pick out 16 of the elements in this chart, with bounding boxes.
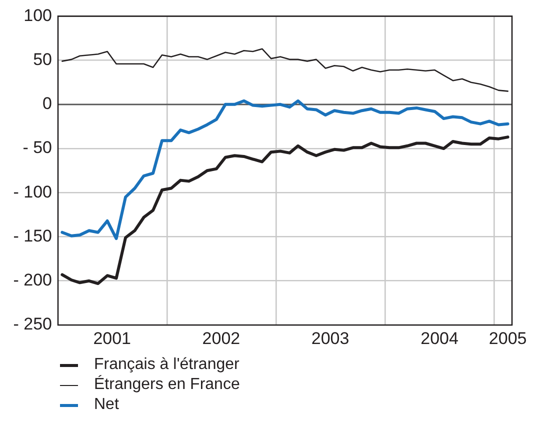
y-tick-label: - 100 (13, 182, 52, 202)
x-tick-label: 2001 (93, 328, 132, 348)
y-tick-label: - 250 (13, 314, 52, 334)
x-tick-label: 2004 (420, 328, 458, 348)
x-tick-label: 2003 (311, 328, 350, 348)
y-tick-label: 0 (42, 94, 52, 114)
y-tick-label: 50 (33, 50, 52, 69)
y-tick-label: - 150 (13, 226, 52, 246)
y-tick-label: - 200 (13, 270, 52, 290)
y-tick-label: 100 (24, 6, 52, 25)
legend-label: Étrangers en France (94, 376, 240, 394)
y-tick-label: - 50 (22, 138, 52, 158)
legend-label: Net (94, 396, 119, 414)
x-tick-label: 2002 (202, 328, 240, 348)
x-tick-label: 2005 (488, 328, 527, 348)
legend-label: Français à l'étranger (94, 356, 240, 374)
